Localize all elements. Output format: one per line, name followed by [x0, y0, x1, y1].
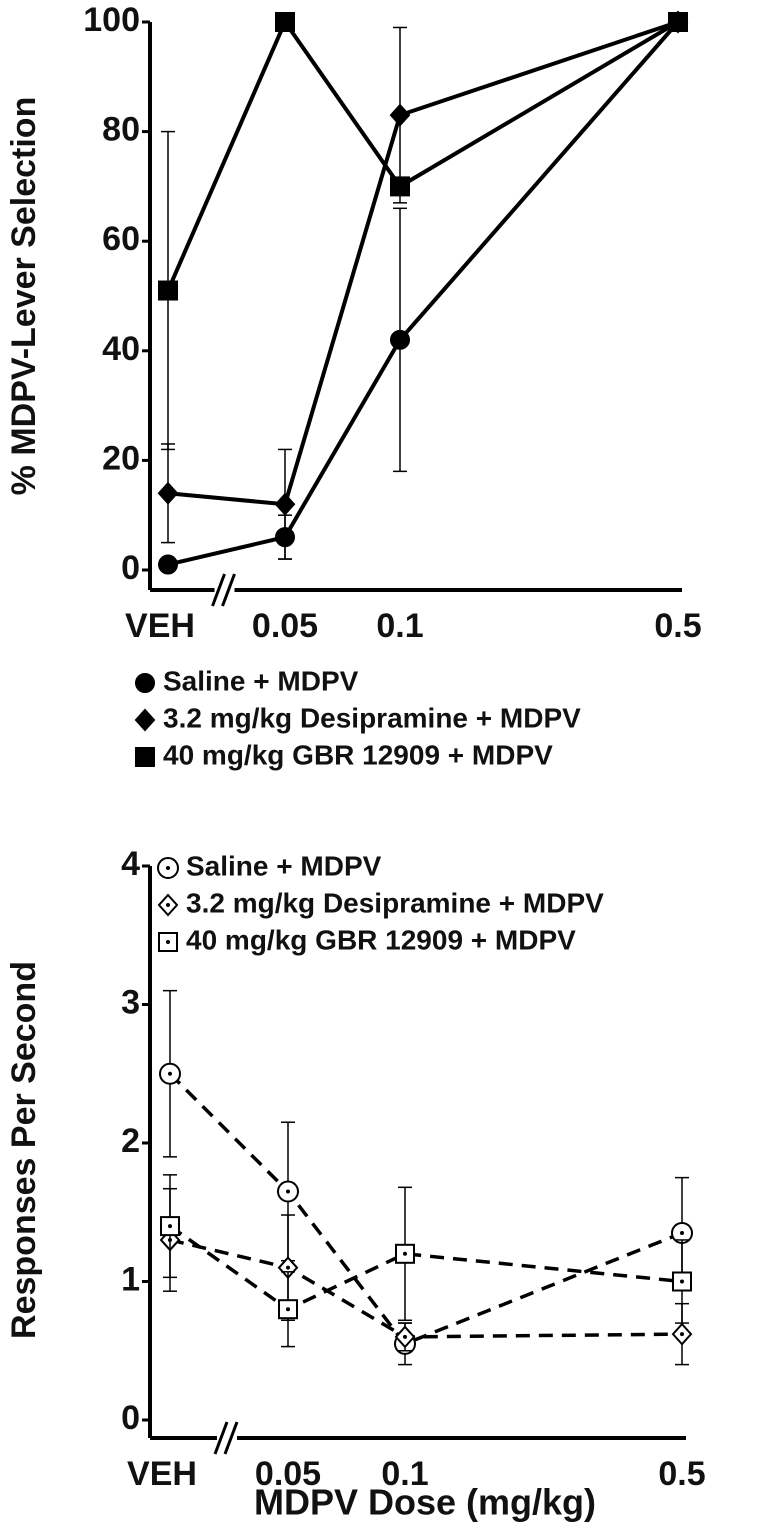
legend-label: Saline + MDPV [186, 850, 382, 881]
series-line [167, 20, 679, 507]
y-tick-label: 60 [102, 220, 140, 258]
marker [390, 176, 410, 197]
x-tick-label: 0.05 [252, 607, 318, 645]
marker-dot [286, 1307, 290, 1312]
x-tick-label: 0.05 [255, 1455, 321, 1493]
x-axis-title: MDPV Dose (mg/kg) [254, 1482, 596, 1523]
marker-dot [680, 1332, 684, 1337]
marker [275, 12, 295, 32]
axis-break [223, 1421, 239, 1455]
y-tick-label: 80 [102, 111, 140, 149]
legend-marker [166, 903, 170, 907]
marker-dot [286, 1189, 290, 1194]
legend-label: 40 mg/kg GBR 12909 + MDPV [186, 924, 576, 955]
marker-dot [403, 1251, 407, 1256]
y-axis-title: % MDPV-Lever Selection [5, 97, 43, 496]
y-tick-label: 20 [102, 439, 140, 477]
legend-marker [166, 940, 170, 944]
y-tick-label: 40 [102, 330, 140, 368]
series-line [168, 1072, 683, 1346]
marker [668, 12, 688, 32]
y-tick-label: 0 [121, 1399, 140, 1437]
marker-dot [680, 1279, 684, 1284]
marker-dot [168, 1071, 172, 1076]
y-tick-label: 3 [121, 983, 140, 1021]
x-tick-label: VEH [127, 1455, 197, 1493]
x-tick-label: 0.5 [658, 1455, 705, 1493]
y-tick-label: 4 [121, 845, 140, 883]
axis-break-gap [217, 1434, 237, 1442]
y-tick-label: 0 [121, 549, 140, 587]
axis-break [211, 573, 226, 607]
series-line [166, 17, 680, 292]
legend-marker [135, 673, 155, 693]
legend-label: Saline + MDPV [163, 665, 359, 696]
axis-break [221, 573, 236, 607]
x-tick-label: 0.1 [376, 607, 423, 645]
y-tick-label: 1 [121, 1260, 140, 1298]
legend-marker [135, 747, 155, 767]
marker [274, 492, 296, 516]
marker-dot [680, 1231, 684, 1236]
x-tick-label: 0.1 [381, 1455, 428, 1493]
marker [158, 554, 178, 575]
legend-marker [134, 708, 156, 732]
series-line [169, 1238, 683, 1339]
x-tick-label: VEH [125, 607, 195, 645]
marker-dot [168, 1224, 172, 1229]
y-tick-label: 2 [121, 1122, 140, 1160]
marker [158, 280, 178, 301]
axis-break [213, 1421, 229, 1455]
marker-dot [403, 1334, 407, 1339]
legend-label: 40 mg/kg GBR 12909 + MDPV [163, 739, 553, 770]
marker [389, 103, 411, 127]
legend-marker [166, 866, 170, 870]
axis-break-gap [214, 586, 235, 594]
x-tick-label: 0.5 [654, 607, 701, 645]
y-axis-title: Responses Per Second [5, 961, 43, 1339]
marker [157, 481, 179, 505]
y-tick-label: 100 [83, 1, 140, 39]
marker-dot [286, 1265, 290, 1270]
marker [390, 329, 410, 350]
legend-label: 3.2 mg/kg Desipramine + MDPV [186, 887, 604, 918]
series-line [167, 20, 680, 567]
legend-label: 3.2 mg/kg Desipramine + MDPV [163, 702, 581, 733]
series-line [168, 1224, 683, 1312]
